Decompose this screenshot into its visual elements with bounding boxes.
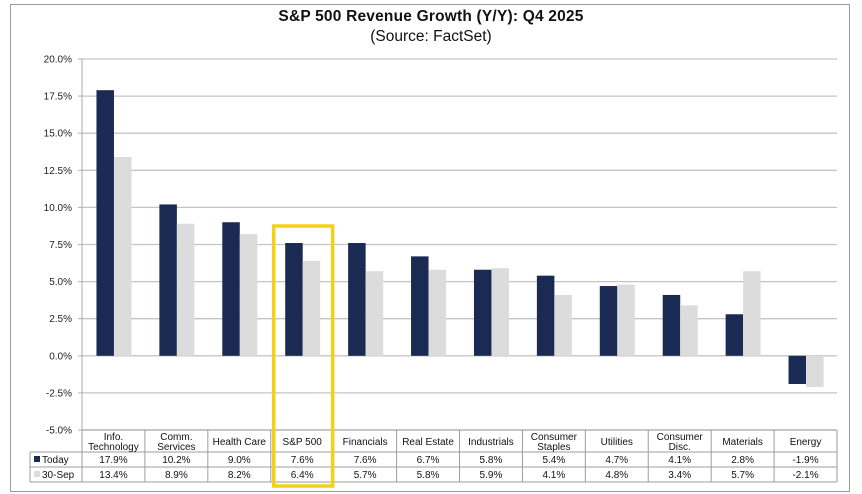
data-table-value: 8.9%	[165, 470, 188, 481]
chart-title: S&P 500 Revenue Growth (Y/Y): Q4 2025	[278, 8, 584, 25]
category-label: Info.	[104, 432, 123, 443]
data-table-value: 4.1%	[542, 470, 565, 481]
y-tick-label: 15.0%	[44, 129, 72, 140]
bar-today	[411, 256, 429, 356]
category-label: Materials	[722, 437, 763, 448]
data-table-value: 5.7%	[354, 470, 377, 481]
category-label: S&P 500	[283, 437, 323, 448]
data-table-value: 2.8%	[731, 455, 754, 466]
data-table-value: 4.7%	[605, 455, 628, 466]
bar-30-sep	[554, 294, 572, 356]
category-label: Real Estate	[402, 437, 454, 448]
y-tick-label: -5.0%	[46, 426, 72, 437]
bar-30-sep	[617, 284, 635, 356]
data-table-value: 4.1%	[668, 455, 691, 466]
bar-30-sep	[113, 156, 132, 356]
bar-30-sep	[680, 305, 698, 356]
bar-today	[348, 243, 366, 356]
bar-30-sep	[239, 234, 258, 356]
bar-30-sep	[428, 269, 447, 356]
bar-30-sep	[743, 271, 761, 356]
bar-today	[536, 275, 555, 356]
y-tick-label: 17.5%	[44, 92, 72, 103]
bar-today	[473, 269, 492, 356]
data-table-value: 5.7%	[731, 470, 754, 481]
category-label: Utilities	[601, 437, 633, 448]
y-tick-label: 20.0%	[44, 55, 72, 66]
category-label: Industrials	[468, 437, 514, 448]
data-table-value: -2.1%	[792, 470, 818, 481]
category-label: Energy	[790, 437, 822, 448]
category-label: Staples	[537, 442, 570, 453]
bar-today	[96, 90, 114, 356]
category-label: Consumer	[657, 432, 704, 443]
data-table-value: 6.4%	[291, 470, 314, 481]
category-label: Financials	[343, 437, 388, 448]
data-table-value: 13.4%	[99, 470, 127, 481]
bar-today	[222, 222, 240, 356]
category-label: Comm.	[160, 432, 192, 443]
data-table-value: 6.7%	[417, 455, 440, 466]
data-table-value: 7.6%	[354, 455, 377, 466]
chart-frame	[10, 4, 850, 492]
y-tick-label: 12.5%	[44, 166, 72, 177]
data-table-value: 5.4%	[542, 455, 565, 466]
data-table-value: 5.8%	[417, 470, 440, 481]
y-tick-label: 10.0%	[44, 203, 72, 214]
y-tick-label: 5.0%	[49, 277, 72, 288]
highlight-box	[272, 224, 335, 488]
data-table-value: 4.8%	[605, 470, 628, 481]
legend-swatch-30-sep	[34, 471, 40, 477]
data-table-value: -1.9%	[792, 455, 818, 466]
data-table-value: 5.8%	[480, 455, 503, 466]
category-label: Disc.	[669, 442, 691, 453]
legend-label: 30-Sep	[42, 470, 75, 481]
bar-today	[159, 204, 177, 356]
y-tick-label: 7.5%	[49, 240, 72, 251]
category-label: Services	[157, 442, 195, 453]
data-table-value: 17.9%	[99, 455, 127, 466]
bar-30-sep	[302, 260, 321, 356]
data-table-value: 9.0%	[228, 455, 251, 466]
bar-today	[285, 243, 303, 356]
bar-today	[788, 355, 807, 384]
bar-30-sep	[176, 223, 195, 356]
data-table-value: 8.2%	[228, 470, 251, 481]
bar-today	[725, 314, 744, 356]
data-table-value: 10.2%	[162, 455, 190, 466]
data-table-value: 3.4%	[668, 470, 691, 481]
bar-30-sep	[365, 271, 384, 356]
y-tick-label: -2.5%	[46, 388, 72, 399]
bar-30-sep	[491, 268, 509, 356]
bar-today	[599, 286, 618, 356]
category-label: Health Care	[213, 437, 267, 448]
y-tick-label: 0.0%	[49, 351, 72, 362]
bar-today	[662, 294, 681, 356]
legend-label: Today	[42, 455, 69, 466]
data-table-value: 5.9%	[480, 470, 503, 481]
category-label: Consumer	[531, 432, 578, 443]
legend-swatch-today	[34, 456, 40, 462]
data-table-value: 7.6%	[291, 455, 314, 466]
category-label: Technology	[88, 442, 139, 453]
bar-30-sep	[806, 355, 824, 387]
y-tick-label: 2.5%	[49, 314, 72, 325]
chart-subtitle: (Source: FactSet)	[370, 28, 492, 45]
